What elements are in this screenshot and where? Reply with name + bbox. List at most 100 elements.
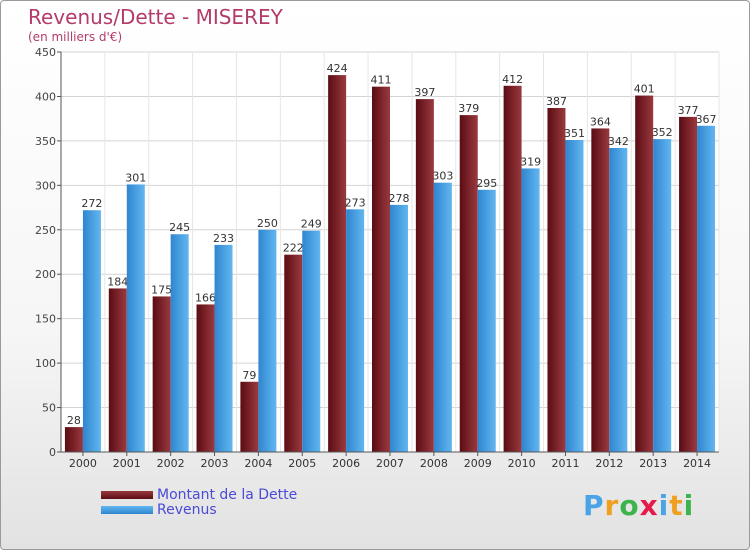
logo-letter: t — [669, 489, 684, 522]
bar-dette — [108, 288, 127, 452]
y-tick-label: 0 — [49, 446, 56, 459]
data-label-dette: 166 — [195, 291, 216, 304]
x-tick-label: 2012 — [595, 457, 623, 470]
bar-dette — [64, 427, 83, 452]
y-tick-label: 450 — [35, 46, 56, 59]
bar-revenus — [433, 182, 452, 452]
x-tick-label: 2010 — [508, 457, 536, 470]
data-label-dette: 401 — [634, 83, 655, 96]
data-label-revenus: 301 — [125, 171, 146, 184]
data-label-revenus: 351 — [564, 127, 585, 140]
y-tick-label: 150 — [35, 313, 56, 326]
data-label-dette: 28 — [67, 414, 81, 427]
bar-revenus — [609, 148, 628, 452]
data-label-revenus: 278 — [389, 192, 410, 205]
y-tick-label: 400 — [35, 90, 56, 103]
bar-dette — [459, 115, 478, 452]
logo-letter: i — [658, 489, 670, 522]
data-label-revenus: 367 — [696, 113, 717, 126]
bar-revenus — [565, 140, 584, 452]
y-tick-label: 50 — [42, 402, 56, 415]
legend-swatch-dette — [101, 491, 153, 499]
x-tick-label: 2009 — [464, 457, 492, 470]
x-tick-label: 2000 — [69, 457, 97, 470]
data-label-revenus: 233 — [213, 232, 234, 245]
y-tick-label: 100 — [35, 357, 56, 370]
data-label-revenus: 295 — [476, 177, 497, 190]
x-tick-label: 2002 — [157, 457, 185, 470]
data-label-revenus: 319 — [520, 155, 541, 168]
bar-dette — [328, 75, 347, 452]
logo-letter: o — [619, 489, 640, 522]
bar-dette — [240, 381, 259, 452]
logo-letter: r — [604, 489, 620, 522]
y-tick-label: 250 — [35, 224, 56, 237]
logo-letter: P — [583, 489, 605, 522]
data-label-dette: 364 — [590, 115, 611, 128]
bar-dette — [415, 99, 434, 452]
x-tick-label: 2013 — [639, 457, 667, 470]
x-tick-label: 2014 — [683, 457, 711, 470]
data-label-dette: 412 — [502, 73, 523, 86]
chart-subtitle: (en milliers d'€) — [28, 30, 123, 44]
proxiti-logo: Proxiti — [583, 489, 694, 522]
bar-revenus — [521, 168, 540, 452]
data-label-revenus: 249 — [301, 218, 322, 231]
bar-revenus — [346, 209, 365, 452]
legend-swatch-revenus — [101, 506, 153, 514]
y-tick-label: 350 — [35, 135, 56, 148]
bar-revenus — [653, 139, 672, 452]
data-label-revenus: 352 — [652, 126, 673, 139]
legend-label-revenus: Revenus — [157, 502, 217, 518]
chart-title: Revenus/Dette - MISEREY — [28, 5, 283, 29]
bar-revenus — [258, 229, 277, 452]
bar-dette — [196, 304, 215, 452]
x-tick-label: 2005 — [288, 457, 316, 470]
data-label-dette: 411 — [371, 74, 392, 87]
data-label-revenus: 273 — [345, 196, 366, 209]
bar-dette — [547, 108, 566, 452]
data-label-dette: 424 — [327, 62, 348, 75]
data-label-revenus: 303 — [432, 170, 453, 183]
x-tick-label: 2006 — [332, 457, 360, 470]
bar-dette — [679, 116, 698, 452]
data-label-dette: 397 — [414, 86, 435, 99]
bar-dette — [152, 296, 171, 452]
data-label-revenus: 245 — [169, 221, 190, 234]
bar-revenus — [126, 184, 145, 452]
bar-dette — [591, 128, 610, 452]
bar-revenus — [477, 189, 496, 452]
bar-dette — [284, 254, 303, 452]
data-label-dette: 379 — [458, 102, 479, 115]
bar-dette — [635, 95, 654, 453]
data-label-dette: 184 — [107, 275, 128, 288]
x-tick-label: 2008 — [420, 457, 448, 470]
data-label-revenus: 250 — [257, 217, 278, 230]
data-label-revenus: 342 — [608, 135, 629, 148]
logo-letter: i — [683, 489, 695, 522]
bar-revenus — [170, 234, 189, 452]
bar-revenus — [390, 204, 408, 452]
data-label-dette: 387 — [546, 95, 567, 108]
x-tick-label: 2001 — [113, 457, 141, 470]
x-tick-label: 2004 — [244, 457, 272, 470]
bar-revenus — [302, 230, 321, 452]
legend-label-dette: Montant de la Dette — [157, 487, 298, 503]
data-label-dette: 377 — [678, 104, 699, 117]
x-tick-label: 2007 — [376, 457, 404, 470]
y-tick-label: 200 — [35, 268, 56, 281]
x-tick-label: 2003 — [201, 457, 229, 470]
bar-revenus — [82, 210, 101, 452]
y-tick-label: 300 — [35, 179, 56, 192]
bar-dette — [372, 86, 390, 453]
data-label-dette: 79 — [242, 369, 256, 382]
data-label-dette: 222 — [283, 242, 304, 255]
logo-letter: x — [639, 489, 659, 522]
x-tick-label: 2011 — [551, 457, 579, 470]
bar-revenus — [214, 244, 233, 452]
bar-dette — [503, 85, 522, 453]
data-label-revenus: 272 — [81, 197, 102, 210]
data-label-dette: 175 — [151, 283, 172, 296]
